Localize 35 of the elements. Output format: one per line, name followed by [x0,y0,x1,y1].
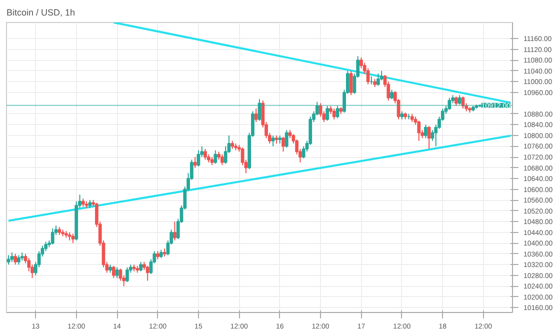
candlestick [10,252,14,262]
candlestick [390,89,394,100]
candlestick [448,97,452,110]
candlestick [193,156,197,168]
candlestick [173,221,176,241]
candlestick [284,130,288,148]
candlestick [214,150,218,164]
candlestick [254,108,258,123]
candlestick [146,265,150,282]
candlestick [220,154,224,166]
candlestick [258,98,262,122]
candlestick [282,136,285,152]
candlestick [427,126,431,150]
candlestick [271,134,275,147]
candlestick [126,266,129,283]
candlestick [454,96,458,106]
candlestick [50,228,54,245]
candlestick [332,108,336,120]
candlestick [139,261,142,272]
candlestick [17,254,20,266]
candlestick [461,96,465,110]
candlestick [458,94,462,106]
candlestick [424,124,428,139]
chart-title: Bitcoin / USD, 1h [6,8,76,18]
candlestick [336,105,340,118]
candlestick [326,105,330,122]
candlestick [349,70,353,96]
candlestick [417,120,421,142]
candlestick [14,253,18,266]
candlestick [115,266,119,279]
candlestick [6,254,10,266]
candlestick [112,265,116,279]
candlestick [376,73,380,86]
candlestick [71,233,75,244]
candlestick [204,148,207,160]
